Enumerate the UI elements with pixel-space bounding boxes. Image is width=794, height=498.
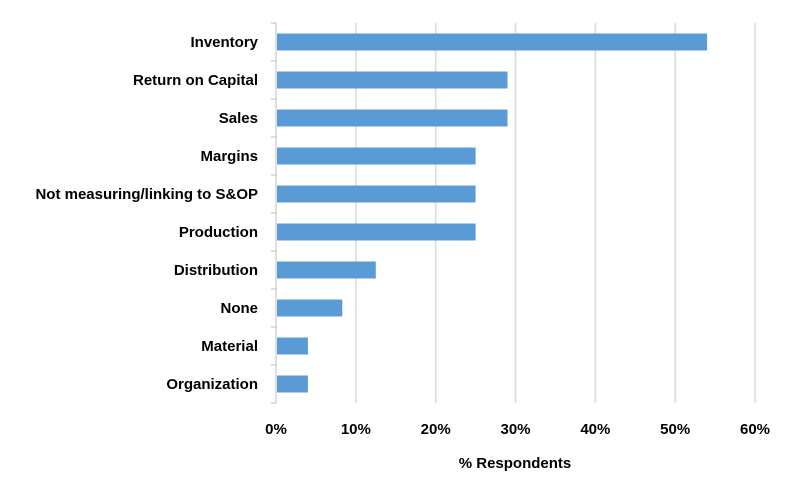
category-label-7: None bbox=[221, 300, 259, 317]
category-label-6: Distribution bbox=[174, 262, 258, 279]
category-label-3: Margins bbox=[200, 148, 258, 165]
bars bbox=[277, 33, 708, 393]
bar-1 bbox=[277, 71, 508, 89]
x-tick-labels: 0% 10% 20% 30% 40% 50% 60% bbox=[265, 421, 770, 438]
x-tick-label-4: 40% bbox=[580, 421, 610, 438]
x-tick-label-1: 10% bbox=[341, 421, 371, 438]
axes bbox=[271, 22, 277, 404]
x-tick-label-6: 60% bbox=[740, 421, 770, 438]
bar-6 bbox=[277, 261, 376, 279]
category-label-0: Inventory bbox=[190, 34, 258, 51]
x-tick-label-5: 50% bbox=[660, 421, 690, 438]
category-labels: Inventory Return on Capital Sales Margins No… bbox=[35, 34, 258, 393]
category-label-1: Return on Capital bbox=[133, 72, 258, 89]
category-label-5: Production bbox=[179, 224, 258, 241]
bar-8 bbox=[277, 337, 308, 355]
bar-9 bbox=[277, 375, 308, 393]
x-axis-title: % Respondents bbox=[459, 455, 572, 472]
bar-2 bbox=[277, 109, 508, 127]
bar-7 bbox=[277, 299, 343, 317]
x-tick-label-2: 20% bbox=[421, 421, 451, 438]
bar-0 bbox=[277, 33, 708, 51]
x-tick-label-0: 0% bbox=[265, 421, 287, 438]
bar-5 bbox=[277, 223, 476, 241]
bar-4 bbox=[277, 185, 476, 203]
category-label-9: Organization bbox=[166, 376, 258, 393]
category-label-4: Not measuring/linking to S&OP bbox=[35, 186, 258, 203]
category-label-8: Material bbox=[201, 338, 258, 355]
x-tick-label-3: 30% bbox=[500, 421, 530, 438]
bar-3 bbox=[277, 147, 476, 165]
category-label-2: Sales bbox=[219, 110, 258, 127]
